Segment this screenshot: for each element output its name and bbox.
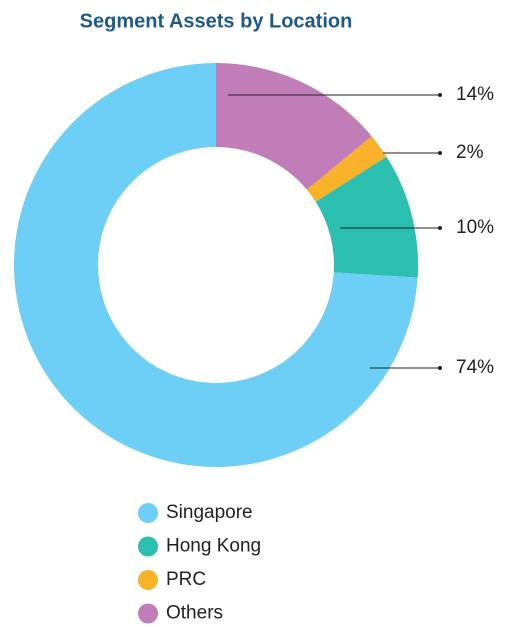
leader-dot	[438, 366, 442, 370]
value-label: 14%	[456, 84, 494, 105]
leader-dot	[438, 226, 442, 230]
legend-label: Hong Kong	[166, 536, 261, 557]
leader-dot	[438, 151, 442, 155]
legend-swatch	[138, 503, 158, 523]
value-label: 2%	[456, 142, 484, 163]
leader-dot	[438, 93, 442, 97]
legend-swatch	[138, 570, 158, 590]
legend-label: Others	[166, 603, 223, 624]
value-label: 74%	[456, 357, 494, 378]
legend-label: PRC	[166, 569, 206, 590]
donut-segment	[315, 156, 419, 278]
legend-label: Singapore	[166, 502, 253, 523]
legend-swatch	[138, 536, 158, 557]
donut-segment	[14, 63, 418, 467]
value-label: 10%	[456, 217, 494, 238]
legend-swatch	[138, 603, 158, 624]
donut-segment	[306, 136, 387, 202]
chart-title: Segment Assets by Location	[80, 10, 353, 32]
